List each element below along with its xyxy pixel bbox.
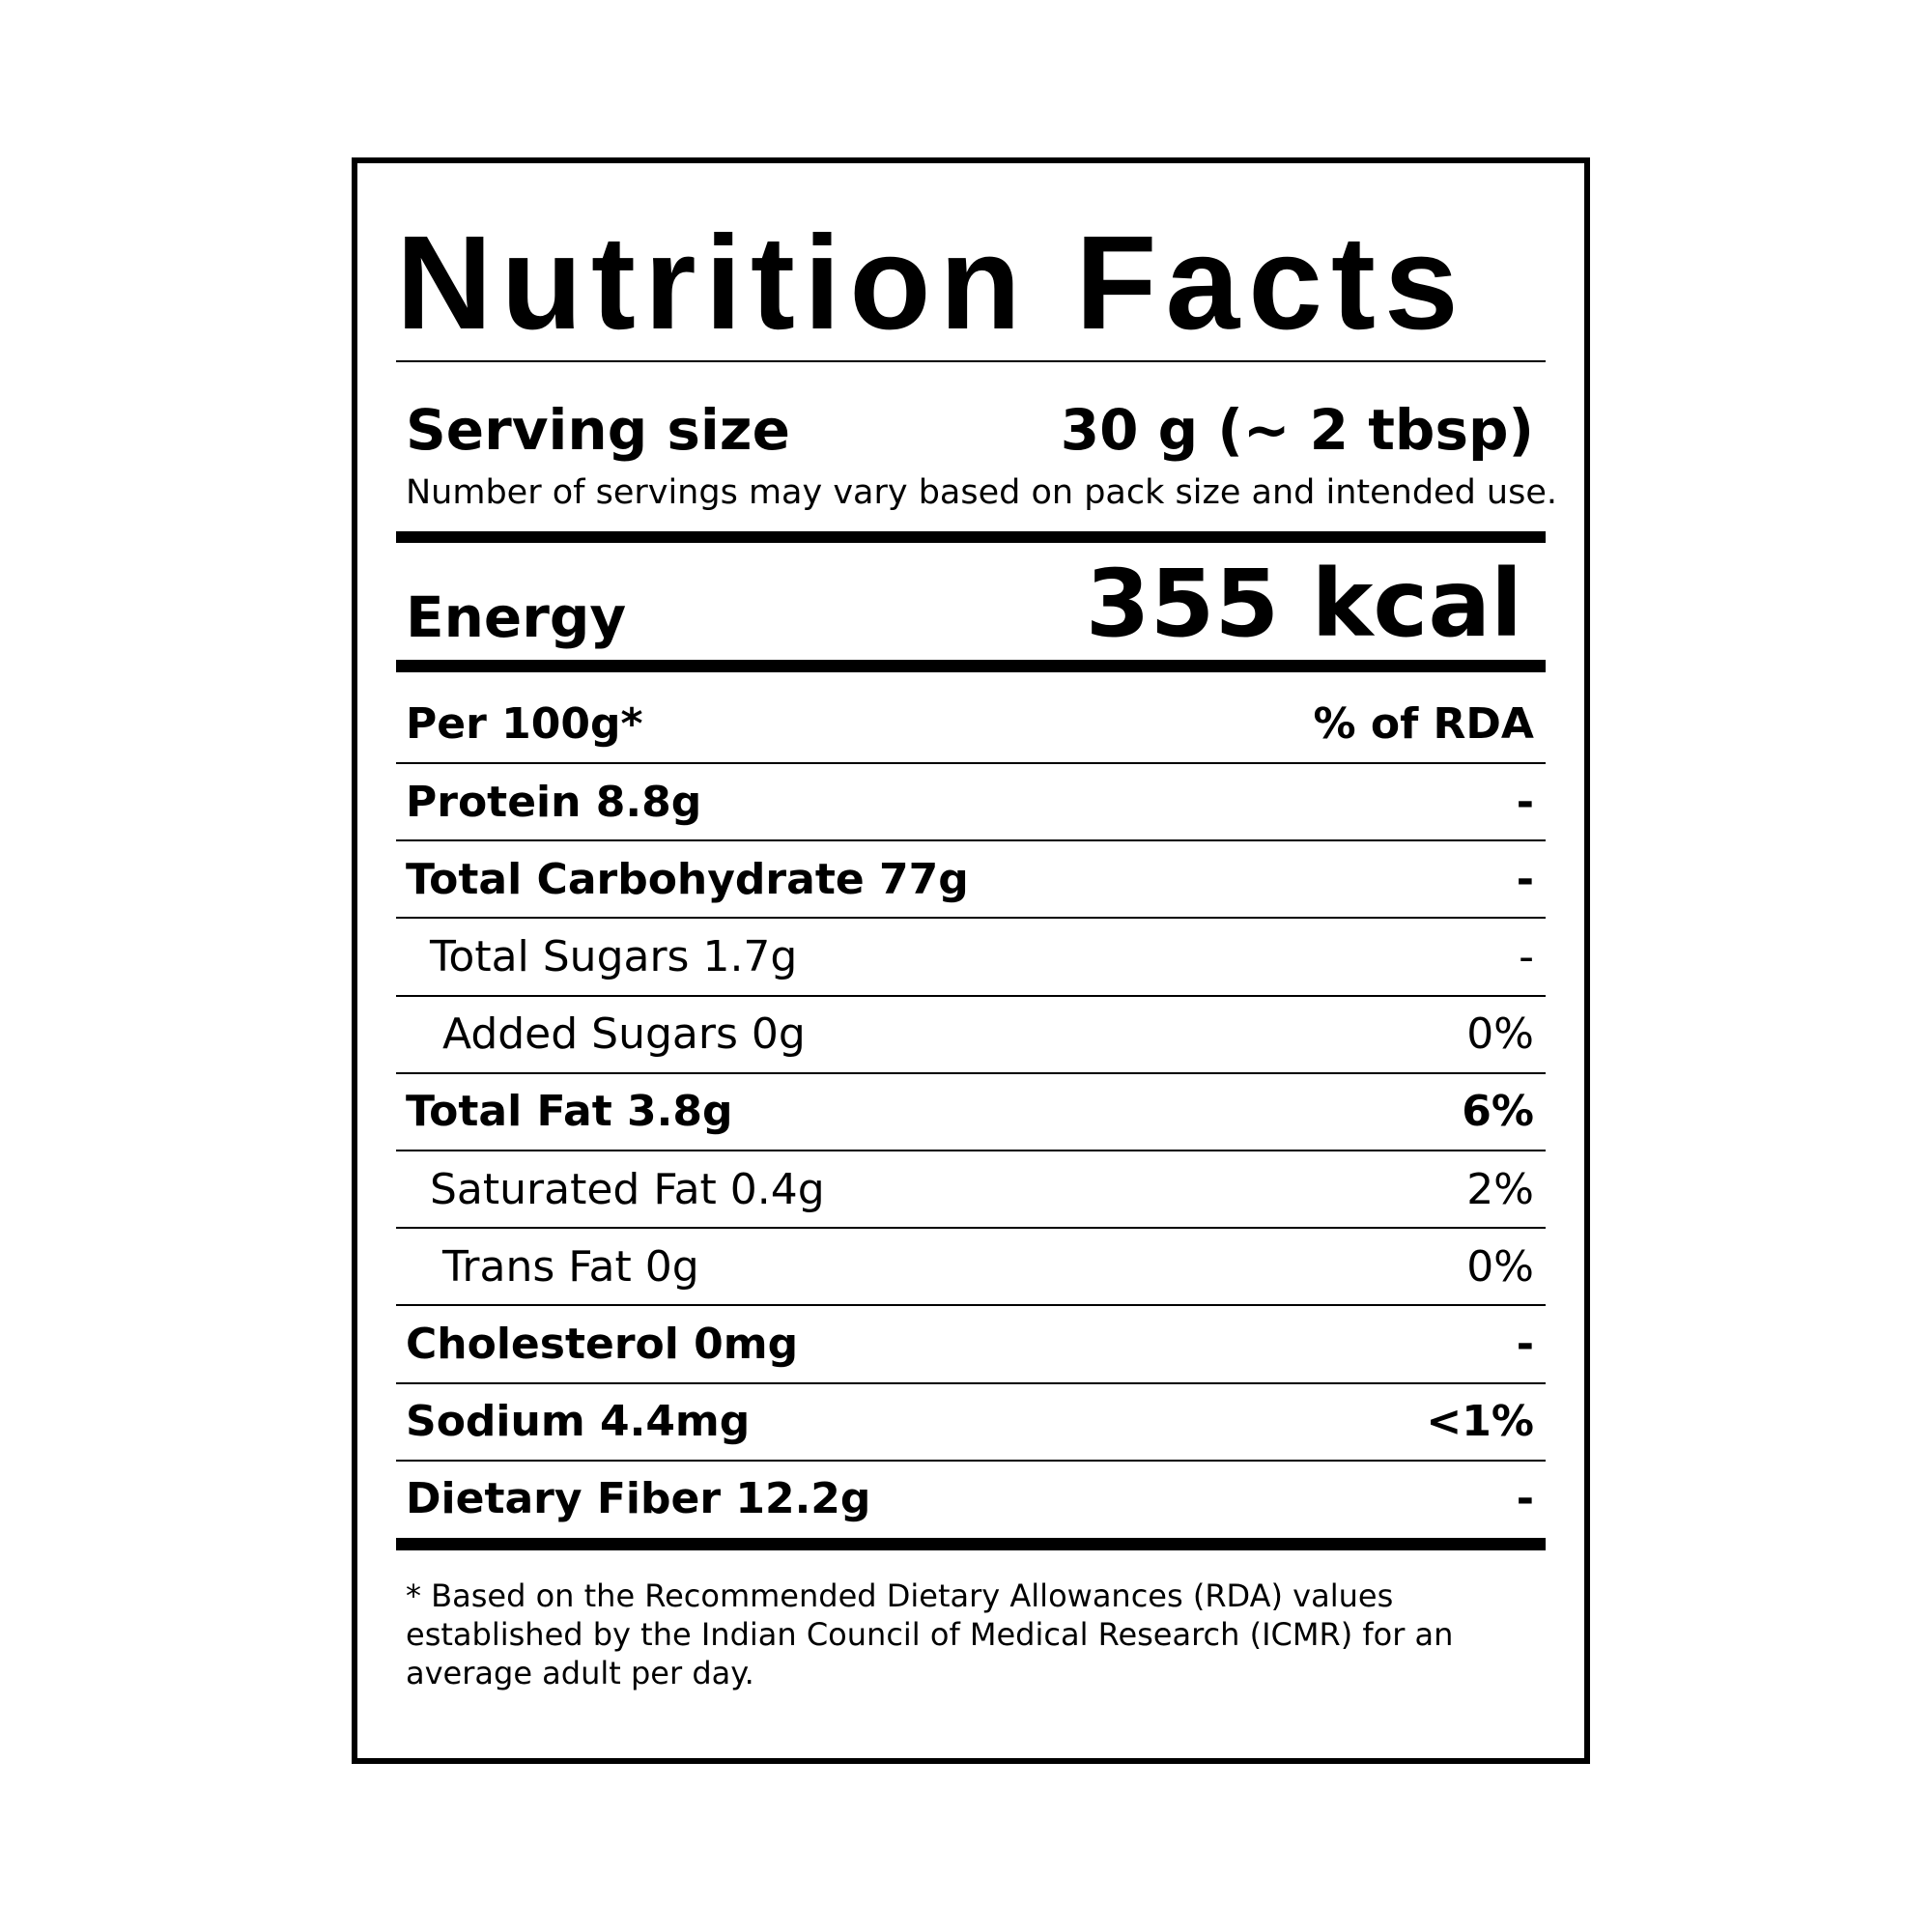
- label-border: [352, 157, 1590, 1764]
- header-left: Per 100g*: [406, 698, 643, 749]
- row-rule: [396, 1150, 1546, 1151]
- row-rule: [396, 1459, 1546, 1462]
- rule: [396, 360, 1546, 362]
- nutrient-row: Cholesterol 0mg -: [406, 1305, 1534, 1382]
- serving-row: Serving size 30 g (~ 2 tbsp): [406, 396, 1534, 464]
- energy-label: Energy: [406, 584, 627, 650]
- thick-rule: [396, 1538, 1546, 1550]
- row-rule: [396, 1227, 1546, 1230]
- thick-rule: [396, 660, 1546, 672]
- nutrient-row: Total Carbohydrate 77g -: [406, 840, 1534, 918]
- row-rule: [396, 1071, 1546, 1074]
- nutrient-row: Protein 8.8g -: [406, 763, 1534, 840]
- title: Nutrition Facts: [396, 209, 1467, 357]
- nutrient-row: Saturated Fat 0.4g 2%: [406, 1151, 1534, 1228]
- nutrient-row: Dietary Fiber 12.2g -: [406, 1461, 1534, 1538]
- nutrient-name: Dietary Fiber 12.2g: [406, 1474, 871, 1524]
- serving-note: Number of servings may vary based on pac…: [406, 473, 1557, 512]
- nutrient-name: Protein 8.8g: [406, 777, 702, 827]
- nutrient-rda: 0%: [1466, 1009, 1534, 1060]
- nutrient-name: Added Sugars 0g: [442, 1009, 806, 1060]
- nutrient-name: Saturated Fat 0.4g: [430, 1164, 825, 1214]
- nutrient-name: Total Carbohydrate 77g: [406, 854, 969, 904]
- serving-label: Serving size: [406, 397, 790, 463]
- nutrient-rda: -: [1519, 931, 1534, 981]
- nutrient-rda: 2%: [1466, 1164, 1534, 1214]
- nutrient-rda: -: [1516, 1319, 1534, 1369]
- nutrient-rda: <1%: [1426, 1397, 1534, 1447]
- nutrient-row: Sodium 4.4mg <1%: [406, 1383, 1534, 1461]
- nutrient-name: Sodium 4.4mg: [406, 1397, 751, 1447]
- nutrient-row: Total Fat 3.8g 6%: [406, 1073, 1534, 1151]
- nutrient-rda: -: [1516, 777, 1534, 827]
- nutrient-name: Cholesterol 0mg: [406, 1319, 799, 1369]
- nutrient-row: Trans Fat 0g 0%: [406, 1228, 1534, 1305]
- thick-rule: [396, 531, 1546, 543]
- footnote: * Based on the Recommended Dietary Allow…: [406, 1577, 1454, 1691]
- nutrient-rda: 6%: [1462, 1087, 1534, 1137]
- nutrient-name: Trans Fat 0g: [442, 1241, 699, 1292]
- header-right: % of RDA: [1313, 698, 1534, 749]
- nutrient-name: Total Fat 3.8g: [406, 1087, 733, 1137]
- nutrient-row: Total Sugars 1.7g -: [406, 918, 1534, 995]
- row-rule: [396, 994, 1546, 997]
- energy-value: 355 kcal: [1085, 550, 1522, 658]
- nutrient-rda: -: [1516, 854, 1534, 904]
- nutrient-name: Total Sugars 1.7g: [430, 931, 798, 981]
- nutrient-rda: -: [1516, 1474, 1534, 1524]
- header-row: Per 100g* % of RDA: [406, 685, 1534, 762]
- serving-value: 30 g (~ 2 tbsp): [1060, 397, 1534, 463]
- row-rule: [396, 1381, 1546, 1384]
- row-rule: [396, 839, 1546, 842]
- row-rule: [396, 1304, 1546, 1307]
- row-rule: [396, 917, 1546, 920]
- energy-row: Energy 355 kcal: [406, 550, 1534, 658]
- nutrient-rda: 0%: [1466, 1241, 1534, 1292]
- nutrient-row: Added Sugars 0g 0%: [406, 996, 1534, 1073]
- row-rule: [396, 762, 1546, 764]
